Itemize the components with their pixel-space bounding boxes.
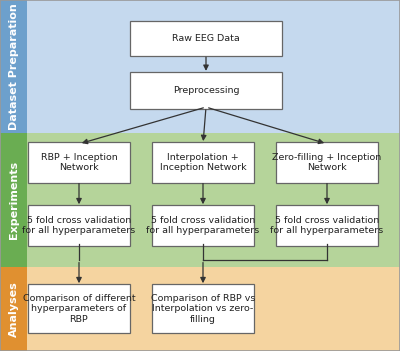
Text: Comparison of RBP vs
Interpolation vs zero-
filling: Comparison of RBP vs Interpolation vs ze… [151, 294, 255, 324]
Text: Raw EEG Data: Raw EEG Data [172, 34, 240, 43]
Text: RBP + Inception
Network: RBP + Inception Network [41, 153, 117, 172]
FancyBboxPatch shape [276, 205, 378, 246]
Text: Analyses: Analyses [9, 281, 19, 337]
Text: Interpolation +
Inception Network: Interpolation + Inception Network [160, 153, 246, 172]
FancyBboxPatch shape [276, 142, 378, 183]
FancyBboxPatch shape [130, 21, 282, 56]
Bar [0, 267, 27, 351]
Text: Comparison of different
hyperparameters of
RBP: Comparison of different hyperparameters … [23, 294, 135, 324]
FancyBboxPatch shape [28, 142, 130, 183]
FancyBboxPatch shape [152, 142, 254, 183]
Text: 5 fold cross validation
for all hyperparameters: 5 fold cross validation for all hyperpar… [146, 216, 260, 235]
Text: Dataset Preparation: Dataset Preparation [8, 3, 19, 130]
Text: Experiments: Experiments [8, 161, 19, 239]
Text: 5 fold cross validation
for all hyperparameters: 5 fold cross validation for all hyperpar… [22, 216, 136, 235]
Bar [0, 0, 27, 133]
Text: Preprocessing: Preprocessing [173, 86, 239, 95]
FancyBboxPatch shape [152, 284, 254, 333]
Bar [0, 133, 400, 267]
Bar [0, 0, 400, 133]
FancyBboxPatch shape [28, 284, 130, 333]
Bar [0, 133, 27, 267]
Text: 5 fold cross validation
for all hyperparameters: 5 fold cross validation for all hyperpar… [270, 216, 384, 235]
Text: Zero-filling + Inception
Network: Zero-filling + Inception Network [272, 153, 382, 172]
FancyBboxPatch shape [130, 72, 282, 109]
Bar [0, 267, 400, 351]
FancyBboxPatch shape [152, 205, 254, 246]
FancyBboxPatch shape [28, 205, 130, 246]
